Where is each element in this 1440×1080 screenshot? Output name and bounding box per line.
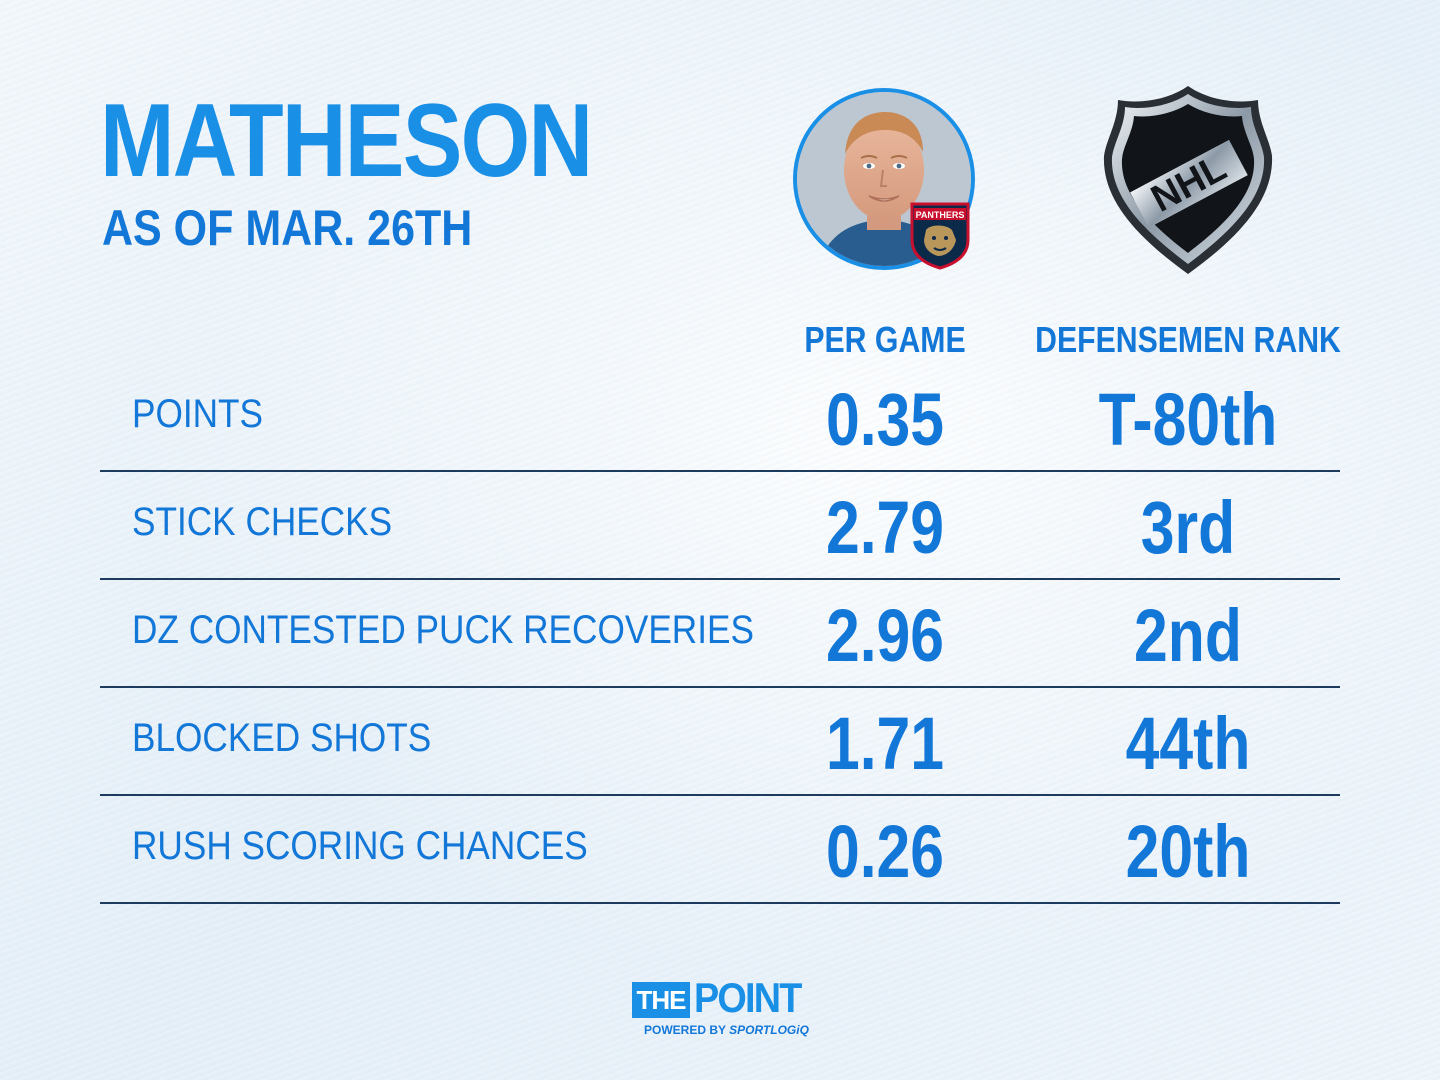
stat-rank-value: 2nd — [1134, 594, 1242, 677]
stat-per-game-value: 0.26 — [825, 810, 945, 893]
player-name: MATHESON — [100, 83, 593, 199]
stat-row-blocked-shots: BLOCKED SHOTS 1.71 44th — [100, 688, 1340, 796]
stat-row-stick-checks: STICK CHECKS 2.79 3rd — [100, 472, 1340, 580]
the-point-logo: THE POINT POWERED BY SPORTLOGiQ — [632, 974, 812, 1042]
stat-label: POINTS — [132, 392, 264, 436]
stat-rank-value: T-80th — [1098, 378, 1278, 461]
stat-row-points: POINTS 0.35 T-80th — [100, 364, 1340, 472]
stats-table: POINTS 0.35 T-80th STICK CHECKS 2.79 3rd… — [100, 364, 1340, 904]
per-game-header: PER GAME — [804, 319, 966, 360]
defensemen-rank-header: DEFENSEMEN RANK — [1035, 319, 1341, 360]
as-of-date: AS OF MAR. 26TH — [102, 200, 473, 256]
panthers-logo-icon: PANTHERS — [908, 200, 972, 270]
stat-row-rush-scoring-chances: RUSH SCORING CHANCES 0.26 20th — [100, 796, 1340, 904]
stat-rank-value: 20th — [1125, 810, 1251, 893]
stat-label: DZ CONTESTED PUCK RECOVERIES — [132, 608, 754, 652]
svg-text:PANTHERS: PANTHERS — [916, 210, 965, 220]
stat-rank-value: 3rd — [1140, 486, 1236, 569]
stat-rank-value: 44th — [1125, 702, 1251, 785]
stat-per-game-value: 2.96 — [825, 594, 945, 677]
powered-by-line: POWERED BY SPORTLOGiQ — [644, 1022, 809, 1038]
stat-per-game-value: 0.35 — [825, 378, 945, 461]
stat-label: RUSH SCORING CHANCES — [132, 824, 588, 868]
brand-box: THE — [632, 982, 690, 1018]
nhl-shield-icon: NHL — [1098, 82, 1278, 278]
stat-row-dz-contested-puck-recoveries: DZ CONTESTED PUCK RECOVERIES 2.96 2nd — [100, 580, 1340, 688]
stat-per-game-value: 2.79 — [825, 486, 945, 569]
stat-label: STICK CHECKS — [132, 500, 393, 544]
sponsor-name: SPORTLOGiQ — [729, 1023, 809, 1037]
powered-by-text: POWERED BY — [644, 1023, 726, 1037]
stat-label: BLOCKED SHOTS — [132, 716, 432, 760]
brand-word: POINT — [694, 974, 802, 1021]
stat-per-game-value: 1.71 — [825, 702, 945, 785]
